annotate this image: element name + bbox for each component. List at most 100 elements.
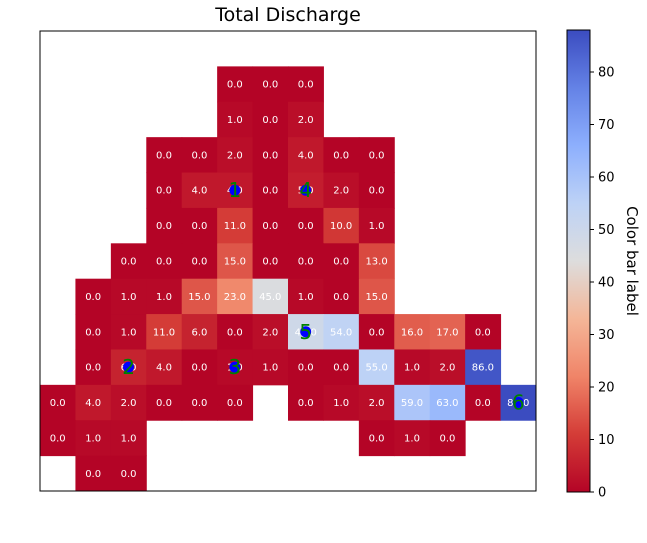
heatmap-cell: [394, 349, 431, 386]
heatmap-cell: [358, 420, 395, 457]
heatmap-cell: [358, 384, 395, 421]
heatmap-cell-value: 1.0: [85, 433, 101, 444]
heatmap-cell-value: 4.0: [191, 186, 207, 197]
heatmap-cell: [288, 384, 324, 421]
heatmap-cell: [252, 314, 289, 350]
heatmap-cell: [75, 455, 112, 492]
heatmap-cell-value: 55.0: [365, 363, 387, 374]
heatmap-cell: [288, 137, 324, 174]
heatmap-cell: [358, 243, 395, 280]
heatmap-cell-value: 4.0: [85, 398, 101, 409]
heatmap-cell-value: 2.0: [227, 150, 243, 161]
heatmap-cell: [465, 384, 502, 421]
station-marker-dot: [300, 184, 312, 196]
heatmap-cell-value: 59.0: [401, 398, 423, 409]
heatmap-cell: [181, 314, 218, 350]
heatmap-cell: [146, 278, 183, 315]
heatmap-cell: [358, 137, 395, 174]
heatmap-cell: [288, 207, 324, 244]
colorbar-ticks: 0 10 20 30 40 50 60 70 80: [590, 66, 615, 501]
heatmap-cell-value: 86.0: [472, 363, 494, 374]
heatmap-cell-value: 0.0: [227, 398, 243, 409]
heatmap-cell: [323, 278, 360, 315]
heatmap-cell-labels: 0.0 0.0 0.0 1.0 0.0 2.0 0.0 0.0 2.0 0.0 4.0 0.0 0.0 0…: [50, 80, 530, 480]
heatmap-cell-value: 0.0: [191, 257, 207, 268]
heatmap-cell: [323, 207, 360, 244]
heatmap-cell: [110, 420, 147, 457]
heatmap-cell-value: 1.0: [262, 363, 278, 374]
heatmap-cell-value: 1.0: [156, 292, 172, 303]
colorbar-tick-label: 20: [598, 381, 615, 396]
heatmap-cell: [288, 349, 324, 386]
heatmap-cell-value: 23.0: [224, 292, 246, 303]
heatmap-cell-value: 0.0: [156, 150, 172, 161]
heatmap-cell-value: 0.0: [50, 433, 66, 444]
heatmap-cell-value: 0.0: [333, 292, 349, 303]
heatmap-cell-value: 0.0: [227, 327, 243, 338]
heatmap-cell: [358, 278, 395, 315]
heatmap-cell: [217, 137, 254, 174]
heatmap-cell: [40, 420, 76, 457]
heatmap-cell-value: 0.0: [369, 433, 385, 444]
heatmap-cell: [252, 101, 289, 138]
heatmap-cell-value: 0.0: [333, 150, 349, 161]
heatmap-cell: [146, 172, 183, 209]
heatmap-cell: [288, 66, 324, 103]
heatmap-cell: [146, 243, 183, 280]
heatmap-cell: [181, 243, 218, 280]
heatmap-cell-value: 0.0: [369, 327, 385, 338]
heatmap-cell: [252, 278, 289, 315]
heatmap-cell-value: 4.0: [298, 150, 314, 161]
heatmap-cell: [75, 349, 112, 386]
colorbar: [566, 29, 591, 493]
heatmap-cell-value: 1.0: [227, 115, 243, 126]
heatmap-cell: [288, 101, 324, 138]
heatmap-cell-value: 0.0: [121, 469, 137, 480]
chart-title: Total Discharge: [214, 4, 361, 26]
heatmap-cell: [181, 207, 218, 244]
heatmap-cell-value: 0.0: [298, 80, 314, 91]
heatmap-cell: [252, 172, 289, 209]
station-marker-dot: [512, 397, 524, 409]
station-marker-label: 4: [299, 178, 312, 202]
heatmap-cell-value: 63.0: [436, 398, 458, 409]
colorbar-tick-label: 0: [598, 486, 606, 501]
heatmap-cell: [217, 384, 254, 421]
heatmap-cell-value: 0.0: [298, 221, 314, 232]
heatmap-cell-value: 0.0: [369, 186, 385, 197]
heatmap-cell-value: 0.0: [439, 433, 455, 444]
heatmap-cell-value: 0.0: [298, 363, 314, 374]
heatmap-cell-value: 2.0: [333, 186, 349, 197]
heatmap-cell-value: 45.0: [259, 292, 281, 303]
station-marker-label: 1: [228, 178, 241, 202]
heatmap-cell-value: 0.0: [191, 221, 207, 232]
heatmap-cells: [40, 66, 537, 492]
heatmap-cell: [252, 243, 289, 280]
heatmap-cell: [358, 172, 395, 209]
heatmap-cell-value: 54.0: [330, 327, 352, 338]
heatmap-cell-value: 4.0: [156, 363, 172, 374]
station-marker-dot: [123, 361, 135, 373]
heatmap-cell: [323, 349, 360, 386]
heatmap-cell-value: 6.0: [191, 327, 207, 338]
heatmap-cell-value: 0.0: [50, 398, 66, 409]
heatmap-cell: [146, 137, 183, 174]
heatmap-cell: [217, 66, 254, 103]
heatmap-cell-value: 0.0: [333, 257, 349, 268]
heatmap-cell: [75, 384, 112, 421]
heatmap-cell-value: 1.0: [404, 363, 420, 374]
heatmap-cell: [110, 278, 147, 315]
heatmap-cell: [394, 384, 431, 421]
heatmap-cell-value: 0.0: [85, 363, 101, 374]
heatmap-cell: [217, 207, 254, 244]
heatmap-cell-value: 0.0: [369, 150, 385, 161]
heatmap-cell: [429, 349, 466, 386]
heatmap-cell-value: 0.0: [227, 80, 243, 91]
heatmap-cell: [429, 420, 466, 457]
heatmap-cell-value: 0.0: [85, 469, 101, 480]
heatmap-cell: [429, 314, 466, 350]
heatmap-cell: [252, 66, 289, 103]
heatmap-cell-value: 2.0: [298, 115, 314, 126]
colorbar-label: Color bar label: [623, 206, 641, 316]
